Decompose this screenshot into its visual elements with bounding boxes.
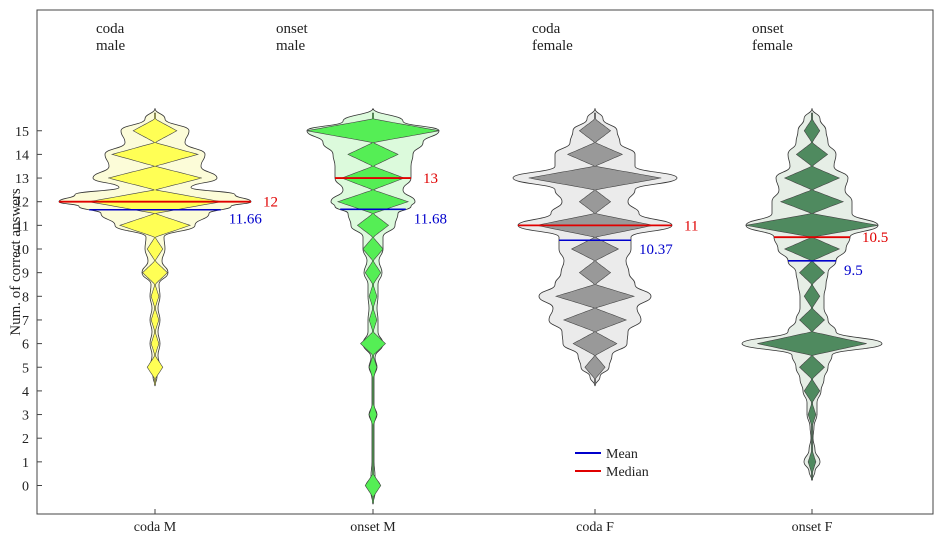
- violins-layer: 11.6612codamale11.6813onsetmale10.3711co…: [58, 21, 888, 505]
- violin-inner-distribution: [745, 112, 879, 480]
- group-annotation: male: [96, 38, 125, 54]
- y-axis-label: Num. of correct answers: [8, 188, 24, 336]
- median-value-label: 11: [684, 218, 698, 234]
- median-value-label: 13: [423, 171, 438, 187]
- y-tick-label: 15: [15, 125, 29, 140]
- y-tick-label: 7: [22, 314, 29, 329]
- group-annotation: onset: [752, 21, 784, 37]
- legend: Mean Median: [575, 447, 649, 480]
- violin-inner-distribution: [306, 112, 440, 504]
- y-tick-label: 11: [16, 219, 29, 234]
- median-value-label: 10.5: [862, 230, 888, 246]
- x-tick-label: coda F: [576, 520, 614, 535]
- y-tick-label: 6: [22, 338, 29, 353]
- plot-frame: [36, 9, 934, 515]
- y-tick-label: 0: [22, 480, 29, 495]
- legend-mean-label: Mean: [606, 447, 638, 462]
- median-value-label: 12: [263, 195, 278, 211]
- x-tick-label: coda M: [134, 520, 177, 535]
- y-tick-label: 8: [22, 290, 29, 305]
- x-tick-label: onset F: [792, 520, 833, 535]
- y-tick-label: 12: [15, 196, 29, 211]
- y-tick-label: 13: [15, 172, 29, 187]
- y-tick-label: 2: [22, 432, 29, 447]
- group-annotation: female: [752, 38, 793, 54]
- mean-value-label: 9.5: [844, 263, 863, 279]
- group-annotation: coda: [532, 21, 561, 37]
- mean-value-label: 10.37: [639, 242, 673, 258]
- mean-value-label: 11.66: [229, 212, 263, 228]
- group-annotation: female: [532, 38, 573, 54]
- x-tick-label: onset M: [350, 520, 396, 535]
- group-annotation: male: [276, 38, 305, 54]
- legend-median-label: Median: [606, 465, 649, 480]
- group-annotation: coda: [96, 21, 125, 37]
- violin-inner-distribution: [88, 112, 222, 386]
- violin-inner-distribution: [528, 112, 662, 386]
- y-tick-label: 5: [22, 361, 29, 376]
- y-tick-label: 4: [22, 385, 29, 400]
- y-tick-label: 10: [15, 243, 29, 258]
- y-tick-label: 14: [15, 148, 29, 163]
- y-tick-label: 3: [22, 409, 29, 424]
- y-tick-label: 9: [22, 267, 29, 282]
- mean-value-label: 11.68: [414, 211, 447, 227]
- y-tick-label: 1: [22, 456, 29, 471]
- group-annotation: onset: [276, 21, 308, 37]
- x-axis-labels: coda M onset M coda F onset F: [134, 509, 833, 535]
